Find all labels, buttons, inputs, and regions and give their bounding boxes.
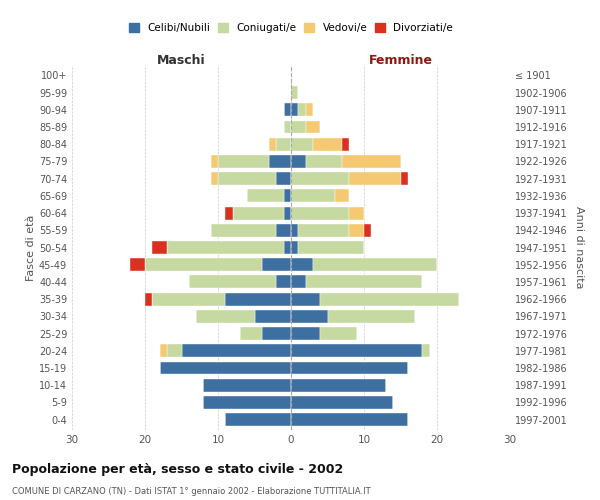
Bar xyxy=(291,258,313,271)
Bar xyxy=(160,344,167,358)
Bar xyxy=(422,344,430,358)
Bar xyxy=(211,155,218,168)
Bar xyxy=(145,292,152,306)
Bar xyxy=(305,276,422,288)
Bar xyxy=(233,206,284,220)
Bar xyxy=(349,224,364,236)
Bar xyxy=(284,206,291,220)
Bar xyxy=(284,241,291,254)
Bar xyxy=(291,327,320,340)
Bar xyxy=(291,224,298,236)
Bar xyxy=(226,413,291,426)
Bar xyxy=(313,258,437,271)
Bar xyxy=(342,138,349,150)
Bar xyxy=(247,190,284,202)
Bar xyxy=(182,344,291,358)
Bar xyxy=(291,104,298,116)
Bar xyxy=(291,206,349,220)
Bar xyxy=(211,224,277,236)
Bar xyxy=(262,258,291,271)
Bar xyxy=(240,327,262,340)
Bar xyxy=(291,155,305,168)
Bar xyxy=(189,276,277,288)
Bar xyxy=(291,241,298,254)
Bar xyxy=(291,310,328,323)
Bar xyxy=(284,104,291,116)
Bar xyxy=(298,241,364,254)
Bar xyxy=(218,172,277,185)
Bar xyxy=(167,241,284,254)
Bar xyxy=(291,379,386,392)
Bar xyxy=(167,344,182,358)
Bar xyxy=(401,172,408,185)
Text: COMUNE DI CARZANO (TN) - Dati ISTAT 1° gennaio 2002 - Elaborazione TUTTITALIA.IT: COMUNE DI CARZANO (TN) - Dati ISTAT 1° g… xyxy=(12,488,371,496)
Bar xyxy=(145,258,262,271)
Bar xyxy=(320,327,356,340)
Bar xyxy=(277,276,291,288)
Bar xyxy=(298,224,349,236)
Bar xyxy=(203,396,291,409)
Bar xyxy=(203,379,291,392)
Y-axis label: Fasce di età: Fasce di età xyxy=(26,214,36,280)
Bar xyxy=(291,190,335,202)
Bar xyxy=(305,104,313,116)
Bar xyxy=(160,362,291,374)
Bar xyxy=(349,206,364,220)
Bar xyxy=(320,292,459,306)
Bar xyxy=(284,190,291,202)
Legend: Celibi/Nubili, Coniugati/e, Vedovi/e, Divorziati/e: Celibi/Nubili, Coniugati/e, Vedovi/e, Di… xyxy=(125,19,457,38)
Text: Maschi: Maschi xyxy=(157,54,206,66)
Bar xyxy=(328,310,415,323)
Bar xyxy=(305,120,320,134)
Bar xyxy=(130,258,145,271)
Bar xyxy=(196,310,254,323)
Bar xyxy=(291,344,422,358)
Bar xyxy=(291,396,393,409)
Bar xyxy=(269,155,291,168)
Bar xyxy=(211,172,218,185)
Bar xyxy=(218,155,269,168)
Bar xyxy=(291,292,320,306)
Bar xyxy=(254,310,291,323)
Bar xyxy=(291,86,298,99)
Bar xyxy=(291,276,305,288)
Bar xyxy=(349,172,401,185)
Bar xyxy=(277,224,291,236)
Bar xyxy=(277,138,291,150)
Bar xyxy=(269,138,277,150)
Bar xyxy=(152,241,167,254)
Bar xyxy=(262,327,291,340)
Bar xyxy=(298,104,305,116)
Bar xyxy=(291,172,349,185)
Text: Popolazione per età, sesso e stato civile - 2002: Popolazione per età, sesso e stato civil… xyxy=(12,462,343,475)
Bar xyxy=(226,292,291,306)
Bar xyxy=(284,120,291,134)
Bar xyxy=(152,292,226,306)
Bar xyxy=(291,413,408,426)
Bar xyxy=(313,138,342,150)
Bar xyxy=(291,120,305,134)
Bar xyxy=(291,138,313,150)
Bar xyxy=(335,190,349,202)
Bar xyxy=(305,155,342,168)
Y-axis label: Anni di nascita: Anni di nascita xyxy=(574,206,584,289)
Bar xyxy=(364,224,371,236)
Bar xyxy=(342,155,401,168)
Bar xyxy=(291,362,408,374)
Bar xyxy=(226,206,233,220)
Text: Femmine: Femmine xyxy=(368,54,433,66)
Bar xyxy=(277,172,291,185)
